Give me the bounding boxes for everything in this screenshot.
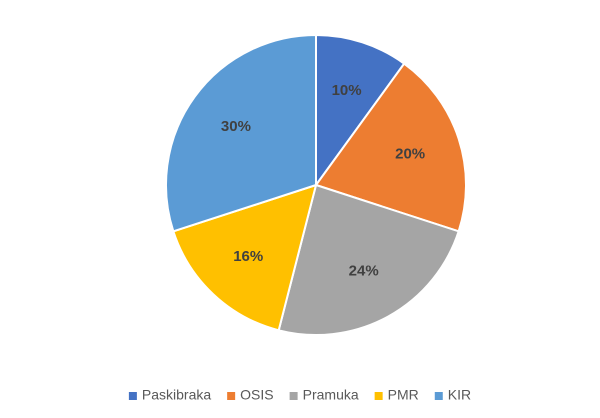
legend-label: Pramuka	[303, 387, 359, 403]
legend-label: Paskibraka	[142, 387, 211, 403]
pie-label: 16%	[233, 248, 263, 265]
legend-label: KIR	[448, 387, 471, 403]
legend: Paskibraka OSIS Pramuka PMR KIR	[128, 387, 471, 403]
pie-slice	[165, 33, 317, 233]
legend-swatch	[289, 392, 298, 400]
legend-label: PMR	[388, 387, 419, 403]
pie-label: 30%	[221, 118, 251, 135]
legend-swatch	[227, 392, 236, 400]
pie-label: 10%	[332, 82, 362, 99]
pie-slice	[277, 183, 460, 336]
pie-label: 20%	[395, 145, 425, 162]
pie-slice	[172, 183, 318, 332]
pie-label: 24%	[349, 263, 379, 280]
legend-swatch	[128, 392, 137, 400]
legend-swatch	[374, 392, 383, 400]
legend-swatch	[434, 392, 443, 400]
pie-slice	[315, 33, 406, 189]
legend-label: OSIS	[240, 387, 273, 403]
pie-slice	[314, 62, 467, 233]
